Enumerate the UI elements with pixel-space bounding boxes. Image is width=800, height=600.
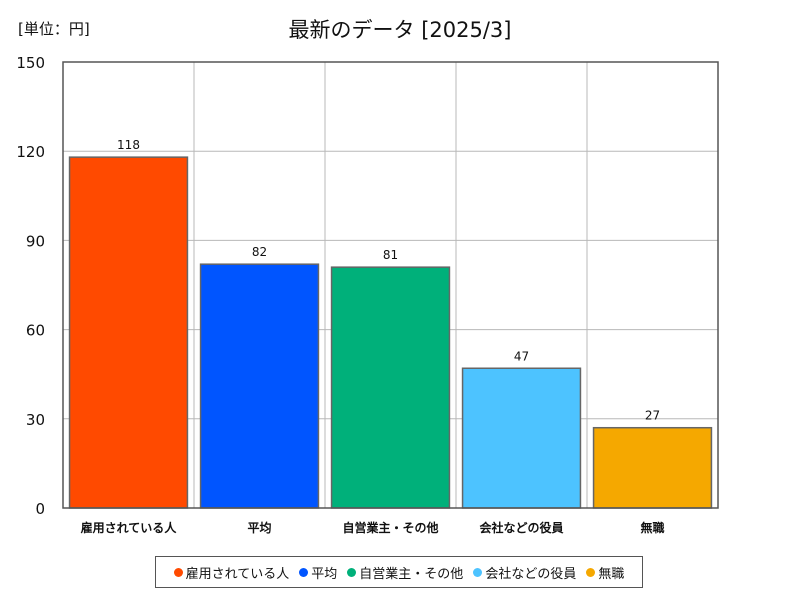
bar [592, 426, 713, 509]
legend-swatch [299, 567, 309, 577]
data-label: 118 [117, 138, 140, 152]
legend-item: 無職 [586, 563, 624, 582]
legend-swatch [347, 567, 357, 577]
y-tick-label: 120 [16, 143, 45, 161]
x-tick-label: 無職 [640, 520, 664, 535]
legend-item: 会社などの役員 [473, 563, 576, 582]
unit-label: [単位：円] [18, 20, 90, 38]
legend-label: 雇用されている人 [185, 566, 290, 582]
plot-frame [62, 61, 719, 509]
bar [68, 156, 189, 509]
y-tick-label: 60 [26, 322, 45, 340]
y-tick-label: 30 [26, 411, 45, 429]
data-label: 81 [383, 248, 398, 262]
data-label: 47 [514, 349, 529, 363]
legend-label: 平均 [311, 566, 338, 582]
legend-label: 会社などの役員 [485, 566, 577, 582]
legend-swatch [586, 567, 596, 577]
legend-item: 平均 [299, 563, 337, 582]
x-tick-label: 平均 [247, 520, 271, 535]
legend-swatch [473, 567, 483, 577]
bar [330, 266, 451, 509]
chart-title: 最新のデータ [2025/3] [288, 18, 512, 42]
bar [199, 263, 320, 509]
y-tick-label: 150 [16, 54, 45, 72]
legend-swatch [173, 567, 183, 577]
legend-label: 自営業主・その他 [359, 566, 464, 582]
bar-chart: 0 30 60 90 120 150 118 雇用されている人 82 平均 81 自営業主・その他 47… [16, 54, 719, 535]
x-tick-label: 会社などの役員 [479, 520, 563, 535]
legend-label: 無職 [598, 566, 625, 582]
y-tick-label: 0 [35, 500, 45, 518]
y-tick-label: 90 [26, 232, 45, 250]
legend-item: 雇用されている人 [173, 563, 290, 582]
data-label: 82 [252, 245, 267, 259]
legend-item: 自営業主・その他 [347, 563, 463, 582]
bar [461, 367, 582, 509]
x-tick-label: 自営業主・その他 [342, 520, 438, 535]
data-label: 27 [645, 409, 660, 423]
x-tick-label: 雇用されている人 [81, 520, 178, 535]
legend: 雇用されている人 平均 自営業主・その他 会社などの役員 無職 [155, 556, 643, 588]
